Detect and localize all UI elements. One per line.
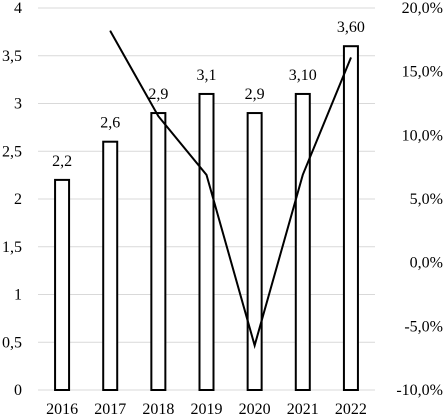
line-series-path [109, 30, 352, 350]
bar [150, 112, 167, 392]
bar-data-label: 2,2 [52, 153, 72, 170]
bar-data-labels: 2,2 2,6 2,9 3,1 2,9 3,10 3,60 [52, 19, 365, 170]
line-point [350, 57, 352, 59]
y-right-tick-label: -10,0% [396, 382, 443, 399]
y-right-tick-label: 10,0% [402, 127, 443, 144]
y-left-tick-label: 0 [14, 382, 22, 399]
line-point [254, 344, 256, 346]
bar-data-label: 3,10 [289, 67, 317, 84]
line-point [157, 115, 159, 117]
bar-data-label: 3,60 [337, 19, 365, 36]
x-tick-label: 2019 [191, 401, 223, 418]
y-right-tick-label: 15,0% [402, 64, 443, 81]
y-left-tick-label: 3,5 [2, 48, 22, 65]
x-tick-label: 2022 [335, 401, 367, 418]
y-right-tick-label: 5,0% [410, 191, 443, 208]
line-series [109, 30, 352, 350]
y-right-tick-label: -5,0% [404, 318, 443, 335]
bar-data-label: 3,1 [197, 67, 217, 84]
y-left-tick-label: 1 [14, 287, 22, 304]
bar [198, 92, 215, 391]
y-left-tick-label: 4 [14, 0, 22, 17]
bar [54, 178, 71, 391]
y-left-tick-label: 0,5 [2, 334, 22, 351]
x-tick-label: 2021 [287, 401, 319, 418]
line-point [109, 30, 111, 32]
bar [342, 45, 359, 391]
left-axis-ticks: 0 0,5 1 1,5 2 2,5 3 3,5 4 [2, 0, 22, 399]
bar [246, 112, 263, 392]
bar [102, 140, 119, 391]
x-axis-ticks: 2016 2017 2018 2019 2020 2021 2022 [46, 401, 367, 418]
bar-data-label: 2,6 [100, 115, 120, 132]
bar-series [54, 45, 359, 392]
bar-data-label: 2,9 [148, 86, 168, 103]
bar [294, 92, 311, 391]
y-right-tick-label: 20,0% [402, 0, 443, 17]
y-left-tick-label: 2,5 [2, 143, 22, 160]
x-tick-label: 2016 [46, 401, 78, 418]
y-left-tick-label: 3 [14, 96, 22, 113]
line-point [206, 174, 207, 176]
right-axis-ticks: -10,0% -5,0% 0,0% 5,0% 10,0% 15,0% 20,0% [396, 0, 443, 399]
y-left-tick-label: 2 [14, 191, 22, 208]
y-left-tick-label: 1,5 [2, 239, 22, 256]
x-tick-label: 2018 [142, 401, 174, 418]
line-point [302, 174, 304, 176]
x-tick-label: 2017 [94, 401, 126, 418]
x-tick-label: 2020 [239, 401, 271, 418]
y-right-tick-label: 0,0% [410, 255, 443, 272]
bar-data-label: 2,9 [245, 86, 265, 103]
